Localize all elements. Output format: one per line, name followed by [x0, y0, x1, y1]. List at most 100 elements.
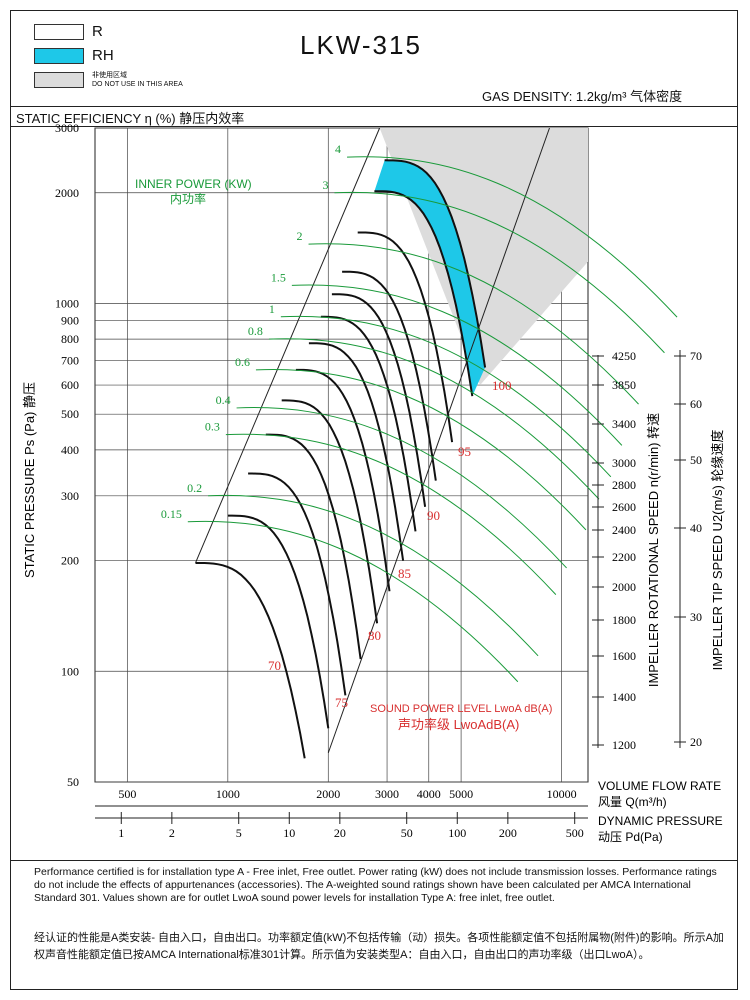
sound-power-title: SOUND POWER LEVEL LwoA dB(A)	[370, 703, 552, 715]
power-curve	[347, 156, 678, 318]
y-tick-label: 400	[61, 443, 79, 457]
tip-speed-tick-label: 50	[690, 453, 702, 467]
speed-curve	[384, 159, 487, 368]
sound-level-label: 95	[458, 444, 471, 459]
gas-density: GAS DENSITY: 1.2kg/m³ 气体密度	[482, 89, 683, 104]
speed-tick-label: 2200	[612, 550, 636, 564]
y-tick-label: 700	[61, 353, 79, 367]
tip-speed-axis-title: IMPELLER TIP SPEED U2(m/s) 轮缘速度	[710, 430, 725, 671]
y-tick-label: 100	[61, 664, 79, 678]
power-curve	[225, 433, 557, 595]
power-label: 0.15	[161, 507, 182, 521]
power-label: 2	[297, 229, 303, 243]
y-tick-label: 3000	[55, 121, 79, 135]
tip-speed-tick-label: 40	[690, 521, 702, 535]
power-label: 0.2	[187, 481, 202, 495]
sound-level-label: 80	[368, 628, 381, 643]
notes-english: Performance certified is for installatio…	[34, 866, 717, 904]
power-curve	[187, 520, 519, 683]
power-label: 4	[335, 142, 341, 156]
static-efficiency-label: STATIC EFFICIENCY η (%) 静压内效率	[16, 111, 245, 126]
chart-title: LKW-315	[300, 30, 422, 60]
sound-level-label: 75	[335, 695, 348, 710]
legend-label-no-use-cn: 非使用区域	[92, 72, 127, 79]
power-label: 1	[269, 302, 275, 316]
power-curve	[255, 368, 587, 531]
speed-curve	[331, 293, 427, 507]
speed-curve	[195, 562, 306, 759]
legend-label-r: R	[92, 23, 103, 40]
speed-curve	[320, 315, 417, 532]
legend-swatch-r	[34, 24, 84, 40]
speed-tick-label: 2000	[612, 580, 636, 594]
power-label: 1.5	[271, 270, 286, 284]
dp-axis-title: DYNAMIC PRESSURE	[598, 814, 723, 828]
power-label: 0.4	[216, 393, 231, 407]
dp-tick-label: 20	[334, 826, 346, 840]
dp-tick-label: 200	[499, 826, 517, 840]
speed-tick-label: 1400	[612, 690, 636, 704]
speed-curve	[342, 270, 437, 481]
rh-region	[374, 160, 486, 397]
inner-power-title: INNER POWER (KW)	[135, 177, 252, 191]
tip-speed-tick-label: 20	[690, 735, 702, 749]
sound-level-label: 70	[268, 658, 281, 673]
speed-tick-label: 1800	[612, 613, 636, 627]
y-tick-label: 500	[61, 407, 79, 421]
sound-level-label: 85	[398, 566, 411, 581]
speed-tick-label: 1200	[612, 738, 636, 752]
inner-power-title-cn: 内功率	[170, 191, 206, 206]
speed-tick-label: 4250	[612, 349, 636, 363]
dp-tick-label: 1	[118, 826, 124, 840]
power-curve	[268, 338, 600, 500]
speed-curve	[281, 399, 379, 624]
x-tick-label: 1000	[216, 787, 240, 801]
x-tick-label: 10000	[547, 787, 577, 801]
x-tick-label: 4000	[417, 787, 441, 801]
y-tick-label: 800	[61, 332, 79, 346]
speed-curve	[308, 342, 405, 561]
divider	[10, 126, 738, 127]
speed-curve	[295, 368, 391, 592]
power-label: 0.6	[235, 355, 250, 369]
speed-tick-label: 2800	[612, 478, 636, 492]
notes-chinese: 经认证的性能是A类安装- 自由入口，自由出口。功率额定值(kW)不包括传输（动）…	[34, 932, 724, 961]
speed-tick-label: 2400	[612, 523, 636, 537]
legend-label-rh: RH	[92, 47, 114, 64]
speed-tick-label: 2600	[612, 500, 636, 514]
page-frame	[10, 10, 738, 990]
power-label: 3	[322, 178, 328, 192]
power-curve	[280, 315, 612, 478]
dp-tick-label: 50	[401, 826, 413, 840]
y-axis-title: STATIC PRESSURE Ps (Pa) 静压	[22, 382, 37, 578]
tip-speed-tick-label: 60	[690, 397, 702, 411]
x-axis-title-cn: 风量 Q(m³/h)	[598, 795, 667, 809]
divider	[10, 106, 738, 107]
dp-axis-title-cn: 动压 Pd(Pa)	[598, 830, 663, 844]
speed-curve	[265, 433, 362, 660]
dp-tick-label: 5	[236, 826, 242, 840]
y-tick-label: 900	[61, 313, 79, 327]
x-axis-title: VOLUME FLOW RATE	[598, 779, 721, 793]
x-tick-label: 3000	[375, 787, 399, 801]
speed-tick-label: 1600	[612, 649, 636, 663]
legend-label-no-use: DO NOT USE IN THIS AREA	[92, 81, 183, 88]
dp-tick-label: 500	[566, 826, 584, 840]
x-tick-label: 2000	[316, 787, 340, 801]
power-curve	[208, 494, 539, 657]
power-label: 0.8	[248, 324, 263, 338]
dp-tick-label: 100	[448, 826, 466, 840]
dp-tick-label: 2	[169, 826, 175, 840]
speed-curve	[227, 514, 330, 729]
speed-tick-label: 3400	[612, 417, 636, 431]
y-tick-label: 50	[67, 775, 79, 789]
tip-speed-tick-label: 30	[690, 610, 702, 624]
power-curve	[308, 243, 639, 405]
y-tick-label: 600	[61, 378, 79, 392]
sound-power-title-cn: 声功率级 LwoAdB(A)	[398, 717, 519, 732]
y-tick-label: 200	[61, 554, 79, 568]
y-tick-label: 2000	[55, 186, 79, 200]
speed-tick-label: 3000	[612, 456, 636, 470]
tip-speed-tick-label: 70	[690, 349, 702, 363]
